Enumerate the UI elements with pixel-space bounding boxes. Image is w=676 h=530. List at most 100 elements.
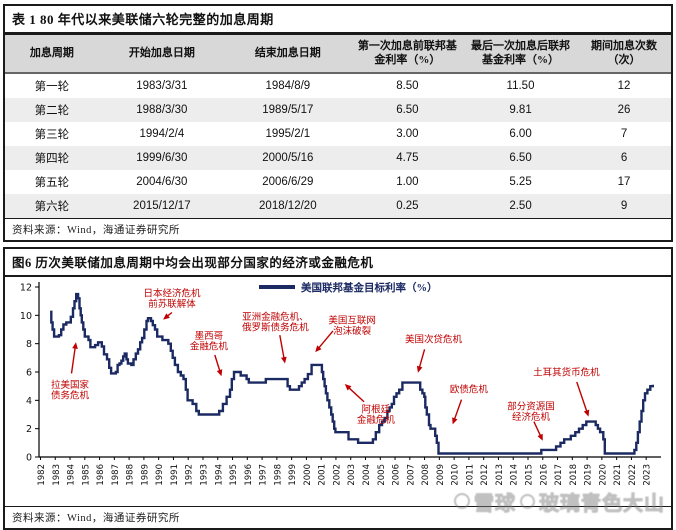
table-cell: 26 (617, 103, 631, 116)
y-tick-label: 2 (26, 424, 32, 435)
x-tick-label: 1983 (52, 464, 62, 486)
x-tick-label: 2008 (421, 464, 431, 486)
annotation-arrow-line (533, 420, 542, 437)
x-tick-label: 1999 (288, 464, 298, 486)
chart-annotation-text: 墨西哥 (195, 330, 224, 341)
table-cell: 12 (617, 79, 631, 92)
legend-label: 美国联邦基金目标利率（%） (301, 282, 438, 294)
table-cell: 1999/6/30 (136, 151, 188, 164)
x-tick-label: 1992 (185, 464, 195, 486)
table-cell: 1994/2/4 (139, 127, 185, 140)
table-cell: 第五轮 (34, 176, 70, 189)
y-tick-label: 10 (20, 310, 32, 321)
table-column-header: 第一次加息前联邦基金利率（%） (350, 35, 464, 74)
table-cell: 1983/3/31 (136, 79, 188, 92)
x-tick-label: 1985 (81, 464, 91, 486)
x-tick-label: 1987 (111, 464, 121, 486)
x-tick-label: 1988 (126, 464, 136, 486)
table-cell: 6 (620, 151, 628, 164)
table-cell: 3.00 (396, 127, 419, 140)
x-tick-label: 2007 (406, 464, 416, 486)
table-cell: 1989/5/17 (262, 103, 314, 116)
table-cell: 2004/6/30 (136, 175, 188, 188)
fed-funds-rate-line (50, 292, 654, 455)
x-tick-label: 2016 (539, 464, 549, 486)
x-tick-label: 2012 (480, 464, 490, 486)
table-cell: 第一轮 (34, 80, 70, 93)
fed-funds-rate-chart: 美国联邦基金目标利率（%） 0 2 4 6 8 10 12 1982 1983 1984 1985 1… (5, 277, 671, 506)
table-cell: 9 (620, 199, 628, 212)
chart-annotation-text: 亚洲金融危机、 (242, 310, 309, 322)
figure-section: 图6 历次美联储加息周期中均会出现部分国家的经济或金融危机 美国联邦基金目标利率… (3, 246, 673, 530)
chart-annotation-text: 部分资源国 (507, 400, 555, 412)
rate-hike-table: 加息周期 开始加息日期 结束加息日期 第一次加息前联邦基金利率（%） 最后一次加息后联邦… (5, 35, 671, 218)
y-tick-label: 12 (20, 282, 32, 293)
table-cell: 6.50 (509, 151, 532, 164)
x-tick-label: 2001 (318, 464, 328, 486)
annotation-arrow-head (281, 356, 287, 364)
x-tick-label: 2010 (451, 464, 461, 486)
annotation-arrow-line (70, 346, 76, 374)
y-tick-label: 8 (26, 339, 32, 350)
chart-annotation-text: 泡沫破裂 (333, 324, 372, 336)
table-cell: 第四轮 (34, 152, 70, 165)
x-tick-label: 2011 (465, 464, 475, 486)
x-tick-label: 2000 (303, 464, 313, 486)
table-row: 第三轮 1994/2/4 1995/2/1 3.00 6.00 7 (5, 122, 671, 146)
chart-annotation-text: 债务危机 (51, 389, 90, 401)
table-body: 第一轮 1983/3/31 1984/8/9 8.50 11.50 12 第二轮 1988/3… (5, 73, 671, 218)
x-tick-label: 2020 (598, 464, 608, 486)
table-source: 资料来源：Wind，海通证券研究所 (5, 217, 671, 240)
table-cell: 6.00 (509, 127, 532, 140)
y-tick-label: 0 (26, 452, 32, 463)
annotation-arrow-head (344, 383, 352, 391)
y-tick-label: 4 (26, 395, 32, 406)
annotation-arrow-head (163, 312, 170, 320)
x-tick-label: 2021 (613, 464, 623, 486)
x-tick-label: 2015 (524, 464, 534, 486)
annotation-arrow-head (452, 417, 458, 425)
annotation-arrow-head (315, 345, 322, 352)
table-cell: 2.50 (509, 199, 532, 212)
x-tick-label: 1995 (229, 464, 239, 486)
table-header-row: 加息周期 开始加息日期 结束加息日期 第一次加息前联邦基金利率（%） 最后一次加息后联邦… (5, 35, 671, 74)
table-cell: 7 (620, 127, 628, 140)
chart-annotation-text: 经济危机 (512, 411, 551, 423)
table-row: 第六轮 2015/12/17 2018/12/20 0.25 2.50 9 (5, 193, 671, 218)
x-tick-label: 1984 (67, 464, 77, 486)
table-title: 表 1 80 年代以来美联储六轮完整的加息周期 (5, 6, 671, 35)
table-cell: 1995/2/1 (265, 127, 311, 140)
table-column-header: 开始加息日期 (98, 35, 225, 74)
table-column-header: 期间加息次数（次） (577, 35, 671, 74)
x-tick-label: 2022 (628, 464, 638, 486)
chart-annotation-text: 阿根廷 (362, 403, 391, 415)
table-cell: 0.25 (396, 199, 419, 212)
table-cell: 2015/12/17 (133, 199, 191, 212)
table-cell: 4.75 (396, 151, 419, 164)
x-tick-label: 1993 (199, 464, 209, 486)
x-tick-label: 2023 (643, 464, 653, 486)
chart-annotation-text: 欧债危机 (450, 383, 489, 395)
x-tick-label: 1997 (259, 464, 269, 486)
table-row: 第五轮 2004/6/30 2006/6/29 1.00 5.25 17 (5, 170, 671, 194)
table-cell: 2000/5/16 (262, 151, 314, 164)
table-cell: 5.25 (509, 175, 532, 188)
annotation-arrow-head (216, 368, 223, 376)
table-cell: 2018/12/20 (259, 199, 317, 212)
rate-hike-table-section: 表 1 80 年代以来美联储六轮完整的加息周期 加息周期 开始加息日期 结束加息日期… (3, 4, 673, 242)
report-page: 表 1 80 年代以来美联储六轮完整的加息周期 加息周期 开始加息日期 结束加息日期… (3, 4, 673, 530)
x-tick-label: 2004 (362, 464, 372, 486)
x-tick-label: 1989 (140, 464, 150, 486)
legend-line-swatch (259, 285, 295, 289)
x-tick-label: 1986 (96, 464, 106, 486)
table-cell: 2006/6/29 (262, 175, 314, 188)
chart-canvas: 0 2 4 6 8 10 12 1982 1983 1984 1985 1986 1987 1988 198… (20, 281, 661, 486)
table-cell: 1988/3/30 (136, 103, 188, 116)
table-row: 第一轮 1983/3/31 1984/8/9 8.50 11.50 12 (5, 73, 671, 98)
table-cell: 第二轮 (34, 104, 70, 117)
x-tick-label: 2002 (332, 464, 342, 486)
chart-annotation-text: 俄罗斯债务危机 (242, 321, 309, 333)
chart-annotation-text: 金融危机 (190, 340, 229, 352)
x-tick-label: 2005 (377, 464, 387, 486)
table-column-header: 结束加息日期 (224, 35, 351, 74)
